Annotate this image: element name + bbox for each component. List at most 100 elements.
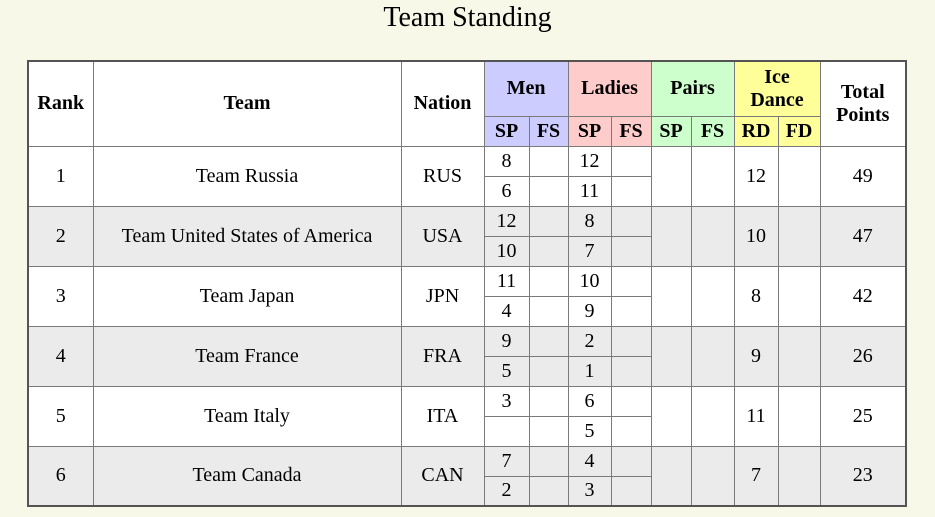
ladies-fs-skater2-cell xyxy=(610,295,652,327)
men-fs-skater2-cell xyxy=(528,175,569,207)
ice-rd-header: RD xyxy=(733,115,779,147)
team-name-cell: Team Italy xyxy=(92,385,402,447)
ice-fd-cell xyxy=(777,205,821,267)
men-group-header: Men xyxy=(483,60,569,117)
ladies-sp-skater1-cell: 6 xyxy=(567,385,612,417)
total-points-cell: 47 xyxy=(819,205,907,267)
team-name-cell: Team France xyxy=(92,325,402,387)
table-row: 6 Team Canada CAN 7 4 7 23 xyxy=(27,445,907,507)
pairs-sp-cell xyxy=(650,145,692,207)
rank-cell: 5 xyxy=(27,385,94,447)
ladies-sp-skater2-cell: 5 xyxy=(567,415,612,447)
ladies-fs-header: FS xyxy=(610,115,652,147)
page-title: Team Standing xyxy=(383,2,552,33)
ladies-sp-skater2-cell: 3 xyxy=(567,475,612,507)
ice-dance-group-header: Ice Dance xyxy=(733,60,821,117)
team-name-cell: Team Canada xyxy=(92,445,402,507)
ladies-fs-skater1-cell xyxy=(610,205,652,237)
pairs-sp-cell xyxy=(650,385,692,447)
ladies-sp-skater2-cell: 1 xyxy=(567,355,612,387)
pairs-fs-cell xyxy=(690,325,735,387)
men-fs-header: FS xyxy=(528,115,569,147)
men-fs-skater2-cell xyxy=(528,235,569,267)
ladies-sp-skater1-cell: 10 xyxy=(567,265,612,297)
ice-rd-cell: 10 xyxy=(733,205,779,267)
header-segment-row: SP FS SP FS SP FS RD FD xyxy=(28,115,906,147)
ladies-sp-skater1-cell: 8 xyxy=(567,205,612,237)
ice-rd-cell: 11 xyxy=(733,385,779,447)
ice-fd-cell xyxy=(777,445,821,507)
ice-fd-cell xyxy=(777,145,821,207)
nation-cell: USA xyxy=(400,205,485,267)
men-sp-skater1-cell: 7 xyxy=(483,445,530,477)
ladies-fs-skater1-cell xyxy=(610,145,652,177)
ladies-fs-skater2-cell xyxy=(610,235,652,267)
nation-cell: FRA xyxy=(400,325,485,387)
ladies-fs-skater2-cell xyxy=(610,355,652,387)
ice-rd-cell: 9 xyxy=(733,325,779,387)
men-sp-skater1-cell: 8 xyxy=(483,145,530,177)
men-sp-skater2-cell xyxy=(483,415,530,447)
ladies-group-header: Ladies xyxy=(567,60,652,117)
ice-fd-cell xyxy=(777,325,821,387)
ladies-fs-skater1-cell xyxy=(610,385,652,417)
team-standing-table: Rank Team Nation Men Ladies Pairs Ice Da… xyxy=(27,60,908,507)
men-fs-skater1-cell xyxy=(528,265,569,297)
men-fs-skater2-cell xyxy=(528,475,569,507)
rank-cell: 1 xyxy=(27,145,94,207)
ladies-sp-skater2-cell: 9 xyxy=(567,295,612,327)
rank-cell: 2 xyxy=(27,205,94,267)
pairs-fs-cell xyxy=(690,385,735,447)
table-row: 5 Team Italy ITA 3 6 11 25 xyxy=(27,385,907,447)
ladies-fs-skater2-cell xyxy=(610,475,652,507)
ice-rd-cell: 8 xyxy=(733,265,779,327)
pairs-fs-cell xyxy=(690,265,735,327)
ladies-sp-skater1-cell: 12 xyxy=(567,145,612,177)
ladies-fs-skater1-cell xyxy=(610,265,652,297)
pairs-sp-cell xyxy=(650,325,692,387)
team-header: Team xyxy=(92,60,402,147)
ladies-sp-skater2-cell: 7 xyxy=(567,235,612,267)
ladies-sp-skater2-cell: 11 xyxy=(567,175,612,207)
ladies-sp-skater1-cell: 4 xyxy=(567,445,612,477)
ice-rd-cell: 7 xyxy=(733,445,779,507)
rank-cell: 6 xyxy=(27,445,94,507)
men-sp-skater2-cell: 2 xyxy=(483,475,530,507)
men-sp-skater1-cell: 3 xyxy=(483,385,530,417)
team-name-cell: Team Russia xyxy=(92,145,402,207)
men-sp-skater2-cell: 10 xyxy=(483,235,530,267)
total-points-cell: 42 xyxy=(819,265,907,327)
table-row: 2 Team United States of America USA 12 8… xyxy=(27,205,907,267)
ice-fd-cell xyxy=(777,265,821,327)
nation-cell: JPN xyxy=(400,265,485,327)
table-row: 1 Team Russia RUS 8 12 12 49 xyxy=(27,145,907,207)
men-fs-skater1-cell xyxy=(528,385,569,417)
men-sp-skater2-cell: 5 xyxy=(483,355,530,387)
total-points-cell: 49 xyxy=(819,145,907,207)
nation-cell: ITA xyxy=(400,385,485,447)
pairs-sp-cell xyxy=(650,265,692,327)
pairs-group-header: Pairs xyxy=(650,60,735,117)
men-sp-skater1-cell: 11 xyxy=(483,265,530,297)
pairs-fs-cell xyxy=(690,205,735,267)
total-points-cell: 26 xyxy=(819,325,907,387)
men-fs-skater1-cell xyxy=(528,205,569,237)
ice-fd-header: FD xyxy=(777,115,821,147)
pairs-sp-cell xyxy=(650,205,692,267)
header-group-row: Rank Team Nation Men Ladies Pairs Ice Da… xyxy=(27,60,907,147)
team-name-cell: Team Japan xyxy=(92,265,402,327)
table-row: 4 Team France FRA 9 2 9 26 xyxy=(27,325,907,387)
men-sp-skater1-cell: 9 xyxy=(483,325,530,357)
ladies-sp-skater1-cell: 2 xyxy=(567,325,612,357)
ladies-fs-skater1-cell xyxy=(610,445,652,477)
men-sp-skater1-cell: 12 xyxy=(483,205,530,237)
ladies-fs-skater2-cell xyxy=(610,175,652,207)
ladies-fs-skater1-cell xyxy=(610,325,652,357)
table-row: 2 3 xyxy=(28,475,906,507)
men-sp-skater2-cell: 4 xyxy=(483,295,530,327)
men-fs-skater2-cell xyxy=(528,295,569,327)
ladies-fs-skater2-cell xyxy=(610,415,652,447)
men-fs-skater1-cell xyxy=(528,445,569,477)
pairs-fs-cell xyxy=(690,445,735,507)
